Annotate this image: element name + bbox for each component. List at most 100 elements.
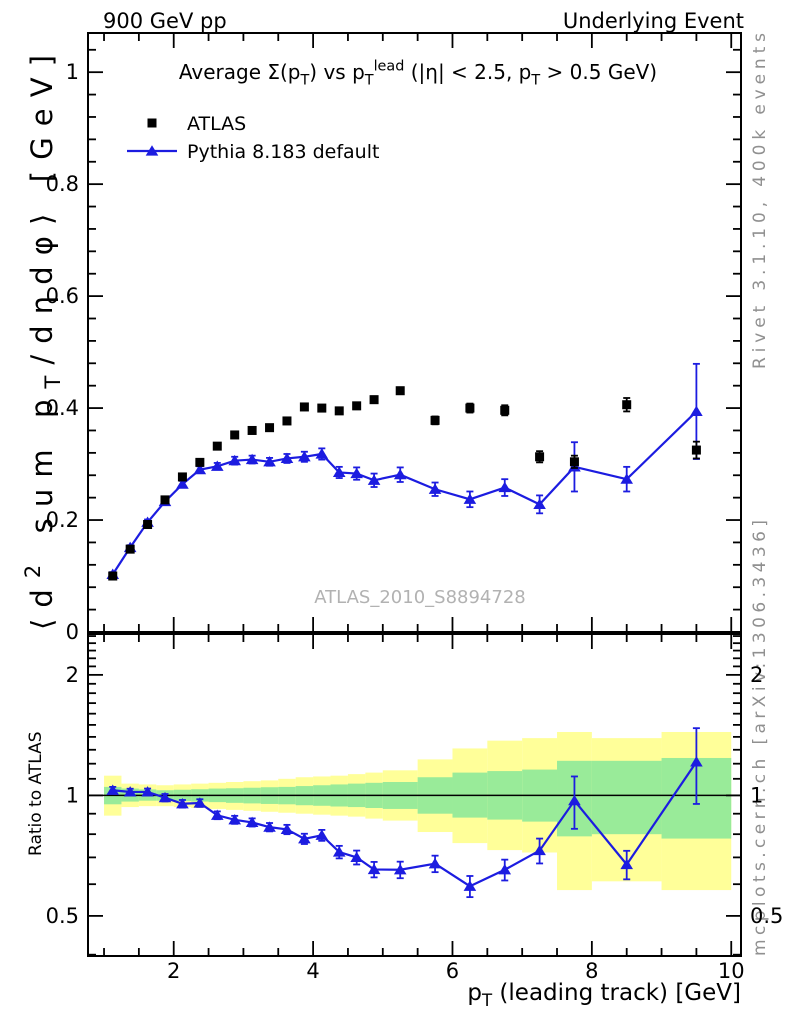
data-point bbox=[245, 453, 259, 465]
atlas-series-main bbox=[108, 386, 701, 581]
x-tick-label: 2 bbox=[167, 959, 180, 983]
data-point bbox=[428, 857, 442, 869]
data-point bbox=[147, 118, 157, 128]
data-point bbox=[106, 784, 120, 795]
data-point bbox=[463, 880, 477, 891]
data-point bbox=[245, 816, 259, 828]
data-point bbox=[228, 813, 241, 825]
data-point bbox=[280, 452, 294, 464]
data-point bbox=[298, 450, 311, 462]
data-point bbox=[145, 145, 159, 156]
header-analysis-type: Underlying Event bbox=[563, 9, 744, 33]
data-point bbox=[620, 858, 634, 870]
data-point bbox=[369, 395, 379, 405]
data-point bbox=[108, 571, 118, 581]
axis-ticks bbox=[88, 33, 741, 956]
ratio-y-tick-label-left: 0.5 bbox=[46, 904, 79, 928]
ratio-y-tick-label-right: 0.5 bbox=[750, 904, 783, 928]
data-point bbox=[533, 844, 546, 856]
main-y-tick-label: 0 bbox=[66, 620, 79, 644]
data-point bbox=[263, 456, 276, 467]
ratio-line bbox=[112, 761, 698, 888]
ratio-panel-frame bbox=[87, 633, 742, 957]
data-point bbox=[315, 448, 329, 459]
data-point bbox=[352, 401, 362, 411]
plot-title: Average Σ(pT) vs pTlead (|η| < 2.5, pT >… bbox=[179, 59, 657, 89]
data-point bbox=[500, 405, 510, 415]
data-point bbox=[228, 454, 241, 466]
side-note-mcplots: mcplots.cern.ch [arXiv:1306.3436] bbox=[750, 520, 770, 956]
uncertainty-bands bbox=[88, 731, 741, 891]
main-y-tick-label: 0.8 bbox=[46, 172, 79, 196]
data-point bbox=[350, 467, 363, 479]
data-point bbox=[393, 863, 407, 875]
x-axis-label: pT (leading track) [GeV] bbox=[467, 980, 741, 1010]
x-tick-label: 6 bbox=[446, 959, 459, 983]
ratio-y-tick-label-left: 2 bbox=[66, 663, 79, 687]
header-energy: 900 GeV pp bbox=[103, 9, 227, 33]
main-y-tick-label: 0.6 bbox=[46, 284, 79, 308]
data-point bbox=[690, 756, 703, 767]
main-y-tick-label: 1 bbox=[66, 60, 79, 84]
data-point bbox=[212, 441, 222, 451]
data-point bbox=[535, 452, 545, 462]
data-point bbox=[332, 466, 346, 478]
main-y-tick-label: 0.4 bbox=[46, 396, 79, 420]
pythia-series-main bbox=[106, 362, 703, 579]
mc-line bbox=[111, 410, 698, 575]
data-point bbox=[299, 402, 309, 412]
data-point bbox=[690, 405, 703, 417]
data-point bbox=[350, 851, 363, 862]
data-point bbox=[125, 544, 135, 554]
legend bbox=[127, 118, 177, 156]
data-point bbox=[622, 400, 632, 410]
data-point bbox=[317, 403, 327, 413]
data-point bbox=[298, 833, 311, 844]
data-point bbox=[465, 403, 475, 413]
x-tick-label: 8 bbox=[585, 959, 598, 983]
data-point bbox=[176, 478, 189, 489]
pythia-series-ratio bbox=[106, 727, 703, 899]
main-y-tick-label: 0.2 bbox=[46, 508, 79, 532]
data-point bbox=[498, 481, 512, 493]
data-point bbox=[282, 416, 292, 426]
data-point bbox=[230, 430, 240, 440]
data-point bbox=[265, 423, 275, 433]
data-point bbox=[315, 829, 329, 840]
data-point bbox=[123, 786, 137, 797]
data-point bbox=[247, 425, 257, 435]
data-point bbox=[620, 473, 634, 484]
data-point bbox=[193, 463, 207, 475]
ratio-y-tick-label-left: 1 bbox=[66, 783, 79, 807]
tick-labels: 0 0.2 0.4 0.6 0.8 1 0.5 0.5 1 1 2 2 2 4 6 8 10 bbox=[46, 60, 784, 983]
data-point bbox=[393, 468, 407, 480]
watermark-analysis-id: ATLAS_2010_S8894728 bbox=[314, 587, 526, 608]
data-point bbox=[334, 406, 344, 416]
data-point bbox=[463, 493, 477, 504]
data-point bbox=[160, 495, 170, 505]
main-y-axis-label: ⟨d2 sum pT/dηdφ⟩ [GeV] bbox=[21, 55, 65, 630]
data-point bbox=[498, 863, 512, 875]
data-point bbox=[568, 794, 581, 806]
data-point bbox=[195, 457, 205, 467]
data-point bbox=[569, 457, 579, 467]
ratio-y-axis-label: Ratio to ATLAS bbox=[26, 732, 46, 857]
data-point bbox=[143, 520, 153, 530]
data-point bbox=[280, 823, 294, 835]
legend-label-atlas: ATLAS bbox=[187, 113, 246, 135]
data-point bbox=[367, 863, 381, 875]
data-point bbox=[176, 797, 189, 809]
data-point bbox=[428, 483, 442, 494]
ratio-y-tick-label-right: 1 bbox=[750, 783, 763, 807]
green-uncertainty-bin bbox=[591, 760, 662, 835]
data-point bbox=[691, 445, 701, 455]
data-point bbox=[210, 460, 224, 471]
panel-frames bbox=[87, 32, 742, 957]
data-point bbox=[395, 386, 405, 396]
ratio-y-tick-label-right: 2 bbox=[750, 663, 763, 687]
x-tick-label: 4 bbox=[306, 959, 319, 983]
x-tick-label: 10 bbox=[718, 959, 745, 983]
data-point bbox=[332, 846, 346, 857]
